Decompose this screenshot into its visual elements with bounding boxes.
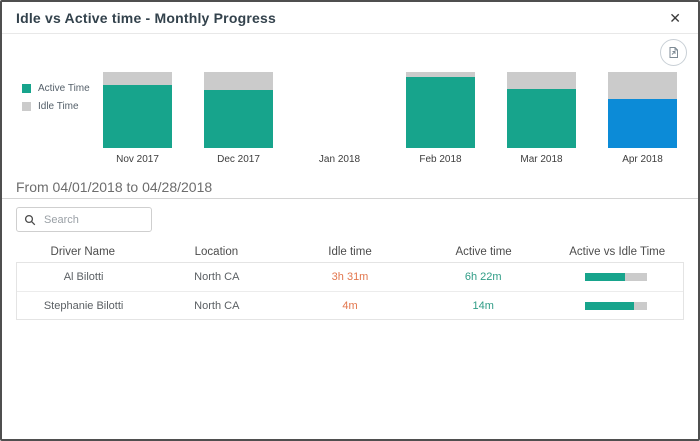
- monthly-progress-chart: Nov 2017 Dec 2017 Jan 2018 Feb 2018 Mar …: [87, 72, 693, 167]
- legend-label: Active Time: [38, 83, 90, 94]
- active-vs-idle-progressbar: [585, 273, 648, 281]
- close-icon[interactable]: ✕: [669, 10, 681, 26]
- chart-column-mar-2018: Mar 2018: [491, 72, 592, 167]
- column-header-idle-time: Idle time: [328, 245, 372, 258]
- search-icon: [24, 214, 36, 226]
- location-cell: North CA: [194, 271, 240, 283]
- stacked-bar[interactable]: [103, 72, 172, 148]
- driver-name-cell: Al Bilotti: [63, 271, 104, 283]
- stacked-bar[interactable]: [507, 72, 576, 148]
- export-report-icon: [667, 46, 680, 59]
- chart-column-nov-2017: Nov 2017: [87, 72, 188, 167]
- column-header-active-time: Active time: [455, 245, 512, 258]
- idle-time-cell: 3h 31m: [331, 271, 369, 283]
- page-title: Idle vs Active time - Monthly Progress: [16, 9, 276, 26]
- active-vs-idle-cell: [550, 273, 683, 281]
- driver-name-cell: Stephanie Bilotti: [43, 299, 124, 312]
- active-time-cell: 14m: [472, 299, 494, 312]
- column-header-location: Location: [194, 245, 239, 258]
- active-time-cell: 6h 22m: [464, 271, 502, 283]
- table-row[interactable]: Al Bilotti North CA 3h 31m 6h 22m: [17, 263, 683, 291]
- stacked-bar[interactable]: [204, 72, 273, 148]
- table-row[interactable]: Stephanie Bilotti North CA 4m 14m: [17, 291, 683, 319]
- legend-item-active-time[interactable]: Active Time: [22, 83, 90, 94]
- month-label: Dec 2017: [217, 154, 260, 165]
- month-label: Feb 2018: [419, 154, 462, 165]
- column-header-active-vs-idle: Active vs Idle Time: [569, 245, 666, 258]
- date-range-heading: From 04/01/2018 to 04/28/2018: [16, 179, 213, 195]
- active-vs-idle-cell: [550, 301, 683, 310]
- stacked-bar-selected[interactable]: [608, 72, 677, 148]
- idle-time-swatch: [22, 102, 31, 111]
- month-label: Apr 2018: [622, 154, 663, 165]
- stacked-bar[interactable]: [406, 72, 475, 148]
- drivers-table: Driver Name Location Idle time Active ti…: [16, 242, 684, 320]
- search-box: [16, 207, 152, 232]
- chart-column-jan-2018: Jan 2018: [289, 72, 390, 167]
- chart-legend: Active Time Idle Time: [22, 83, 90, 119]
- legend-item-idle-time[interactable]: Idle Time: [22, 101, 90, 112]
- chart-column-apr-2018: Apr 2018: [592, 72, 693, 167]
- legend-label: Idle Time: [38, 101, 79, 112]
- table-body: Al Bilotti North CA 3h 31m 6h 22m Stepha…: [16, 262, 684, 320]
- month-label: Jan 2018: [318, 154, 361, 165]
- table-header-row: Driver Name Location Idle time Active ti…: [16, 242, 684, 261]
- chart-column-dec-2017: Dec 2017: [188, 72, 289, 167]
- active-vs-idle-progressbar: [585, 301, 648, 310]
- export-report-button[interactable]: [660, 39, 687, 66]
- month-label: Nov 2017: [116, 154, 159, 165]
- section-divider: [2, 198, 698, 199]
- active-time-swatch: [22, 84, 31, 93]
- modal-header: Idle vs Active time - Monthly Progress ✕: [2, 2, 698, 34]
- search-input[interactable]: [42, 212, 144, 227]
- chart-column-feb-2018: Feb 2018: [390, 72, 491, 167]
- month-label: Mar 2018: [520, 154, 563, 165]
- location-cell: North CA: [194, 299, 240, 312]
- column-header-driver-name: Driver Name: [50, 245, 116, 258]
- idle-time-cell: 4m: [342, 299, 358, 312]
